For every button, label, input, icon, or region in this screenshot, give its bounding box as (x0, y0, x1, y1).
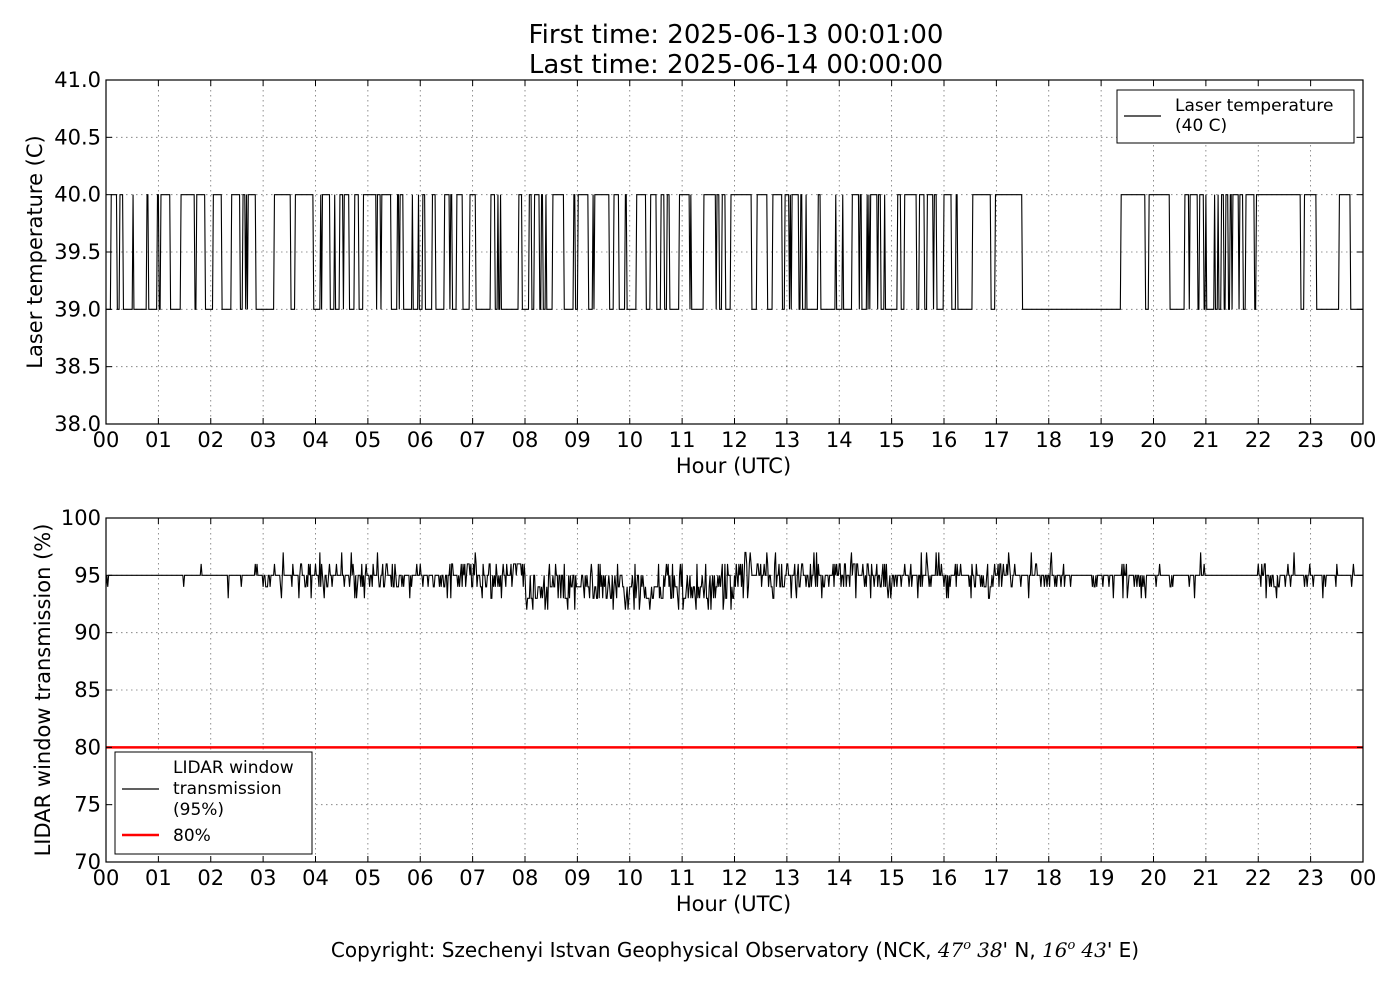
laser-xtick-label: 21 (1193, 428, 1220, 452)
lidar-xtick-label: 14 (826, 866, 853, 890)
lidar-xtick-label: 23 (1297, 866, 1324, 890)
lidar-xtick-label: 21 (1193, 866, 1220, 890)
laser-xtick-label: 22 (1245, 428, 1272, 452)
laser-xtick-label: 00 (1350, 428, 1377, 452)
lidar-ytick-label: 70 (74, 850, 101, 874)
laser-xtick-label: 14 (826, 428, 853, 452)
legend-lidar-label: transmission (173, 779, 282, 799)
laser-xtick-label: 09 (564, 428, 591, 452)
legend-lidar-label: LIDAR window (173, 758, 294, 778)
lidar-xtick-label: 00 (93, 866, 120, 890)
lidar-transmission-line (105, 551, 1363, 610)
lidar-ytick-label: 90 (74, 621, 101, 645)
lidar-xtick-label: 01 (145, 866, 172, 890)
laser-xtick-label: 05 (355, 428, 382, 452)
lidar-xtick-label: 20 (1140, 866, 1167, 890)
lidar-xtick-label: 00 (1350, 866, 1377, 890)
laser-xtick-label: 03 (250, 428, 277, 452)
laser-xtick-label: 23 (1297, 428, 1324, 452)
lidar-xtick-label: 13 (774, 866, 801, 890)
laser-xtick-label: 20 (1140, 428, 1167, 452)
laser-xtick-label: 08 (512, 428, 539, 452)
lidar-ytick-label: 80 (74, 735, 101, 759)
legend-lidar-label: (95%) (173, 800, 224, 820)
laser-y-axis-label: Laser temperature (C) (23, 135, 47, 368)
laser-xtick-label: 00 (93, 428, 120, 452)
lidar-xtick-label: 22 (1245, 866, 1272, 890)
copyright-text: Copyright: Szechenyi Istvan Geophysical … (331, 938, 1139, 962)
lidar-xtick-label: 11 (669, 866, 696, 890)
laser-xtick-label: 11 (669, 428, 696, 452)
laser-ytick-label: 39.0 (54, 297, 101, 321)
lidar-ytick-label: 85 (74, 678, 101, 702)
laser-xtick-label: 13 (774, 428, 801, 452)
laser-xtick-label: 17 (983, 428, 1010, 452)
laser-xtick-label: 12 (721, 428, 748, 452)
lidar-ytick-label: 75 (74, 793, 101, 817)
figure-title-line2: Last time: 2025-06-14 00:00:00 (529, 50, 943, 80)
lidar-x-axis-label: Hour (UTC) (676, 892, 791, 916)
laser-xtick-label: 19 (1088, 428, 1115, 452)
laser-temperature-line (106, 194, 1363, 310)
lidar-xtick-label: 18 (1035, 866, 1062, 890)
lidar-transmission-panel: 00 01 02 03 04 05 06 07 08 09 10 11 12 13 14 15 16 17 18 19… (31, 506, 1376, 916)
laser-xtick-label: 02 (197, 428, 224, 452)
laser-ytick-label: 40.0 (54, 183, 101, 207)
lidar-xtick-label: 08 (512, 866, 539, 890)
lidar-xtick-label: 17 (983, 866, 1010, 890)
laser-x-axis-label: Hour (UTC) (676, 454, 791, 478)
lidar-y-axis-label: LIDAR window transmission (%) (31, 524, 55, 857)
lidar-ytick-label: 100 (61, 506, 101, 530)
laser-xtick-label: 16 (931, 428, 958, 452)
legend-laser-label: Laser temperature (1175, 96, 1333, 116)
laser-ytick-label: 38.0 (54, 412, 101, 436)
laser-legend: Laser temperature(40 C) (1116, 89, 1355, 144)
laser-xtick-label: 15 (878, 428, 905, 452)
laser-ytick-label: 39.5 (54, 240, 101, 264)
lidar-xtick-label: 02 (197, 866, 224, 890)
lidar-xtick-label: 15 (878, 866, 905, 890)
legend-laser-label: (40 C) (1175, 116, 1227, 136)
legend-threshold-label: 80% (173, 826, 211, 846)
lidar-xtick-label: 10 (616, 866, 643, 890)
laser-xtick-label: 04 (302, 428, 329, 452)
laser-xtick-label: 10 (616, 428, 643, 452)
lidar-xtick-label: 09 (564, 866, 591, 890)
lidar-xtick-label: 07 (459, 866, 486, 890)
figure-title-line1: First time: 2025-06-13 00:01:00 (529, 20, 944, 50)
laser-xtick-label: 18 (1035, 428, 1062, 452)
laser-ytick-label: 40.5 (54, 125, 101, 149)
lidar-xtick-label: 04 (302, 866, 329, 890)
laser-xtick-label: 06 (407, 428, 434, 452)
lidar-xtick-label: 19 (1088, 866, 1115, 890)
lidar-ytick-label: 95 (74, 563, 101, 587)
lidar-xtick-label: 06 (407, 866, 434, 890)
lidar-xtick-label: 05 (355, 866, 382, 890)
laser-xtick-label: 07 (459, 428, 486, 452)
laser-ytick-label: 38.5 (54, 355, 101, 379)
lidar-xtick-label: 16 (931, 866, 958, 890)
lidar-xtick-label: 12 (721, 866, 748, 890)
lidar-xtick-label: 03 (250, 866, 277, 890)
laser-temperature-panel: 00 01 02 03 04 05 06 07 08 09 10 11 12 13 14 15 16 17 18 19… (23, 68, 1376, 478)
laser-ytick-label: 41.0 (54, 68, 101, 92)
laser-xtick-label: 01 (145, 428, 172, 452)
lidar-legend-box (114, 751, 313, 855)
